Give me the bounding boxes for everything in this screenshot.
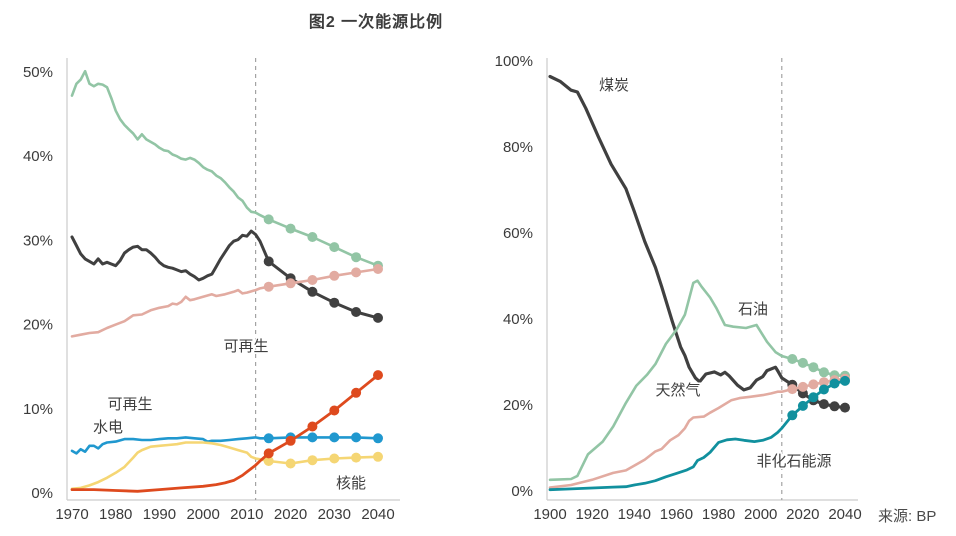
x-tick-label: 1900 <box>533 506 566 523</box>
projection-marker-gas <box>285 278 296 289</box>
series-line-renewables <box>70 373 380 493</box>
y-tick-label: 50% <box>23 64 53 81</box>
y-tick-label: 0% <box>511 483 533 500</box>
projection-marker-oil <box>263 214 274 225</box>
projection-marker-hydro <box>351 432 362 443</box>
projection-marker-renewables <box>373 370 383 381</box>
projection-marker-renewables <box>351 387 362 398</box>
series-label: 天然气 <box>655 382 700 399</box>
projection-marker-non-fossil <box>840 375 850 386</box>
projection-marker-oil <box>808 362 819 373</box>
projection-marker-renewables <box>285 435 296 446</box>
projection-marker-coal <box>329 297 340 308</box>
projection-marker-non-fossil <box>808 392 819 403</box>
series-label: 可再生 <box>223 338 268 355</box>
projection-marker-gas <box>797 381 808 392</box>
projection-marker-coal <box>373 312 383 323</box>
y-tick-label: 100% <box>495 53 533 70</box>
y-tick-label: 30% <box>23 232 53 249</box>
projection-marker-gas <box>307 275 318 285</box>
series-label: 水电 <box>93 419 123 436</box>
projection-marker-renewables <box>263 448 274 459</box>
projection-marker-oil <box>329 242 340 253</box>
x-tick-label: 2020 <box>786 506 819 523</box>
y-tick-label: 40% <box>23 148 53 165</box>
projection-marker-coal <box>351 307 362 317</box>
y-tick-label: 80% <box>503 139 533 156</box>
x-tick-label: 1940 <box>618 506 651 523</box>
series-line-coal <box>70 229 380 320</box>
y-tick-label: 20% <box>23 317 53 334</box>
projection-marker-hydro <box>329 432 340 443</box>
series-label: 核能 <box>336 475 366 492</box>
projection-marker-coal <box>818 399 829 410</box>
left-chart-energy-share-1970-2040: 0% 10% 20% 30% 40% 50% 1970 1980 1990 2000 2010 202… <box>23 58 400 523</box>
x-tick-label: 2000 <box>744 506 777 523</box>
projection-marker-hydro <box>307 432 318 443</box>
projection-marker-gas <box>329 270 340 281</box>
series-line-coal <box>548 74 847 410</box>
projection-marker-oil <box>285 223 296 234</box>
projection-marker-non-fossil <box>797 400 808 411</box>
projection-marker-oil <box>797 357 808 368</box>
right-chart-energy-share-1900-2040: 0% 20% 40% 60% 80% 100% 1900 1920 1940 1960 1980 20… <box>495 53 862 523</box>
projection-marker-coal <box>307 286 318 297</box>
projection-marker-nuclear <box>351 452 362 463</box>
y-tick-label: 0% <box>31 485 53 502</box>
projection-marker-oil <box>818 367 829 378</box>
projection-marker-non-fossil <box>787 410 798 421</box>
x-tick-label: 1920 <box>575 506 608 523</box>
y-tick-label: 60% <box>503 225 533 242</box>
projection-marker-gas <box>787 384 798 395</box>
projection-marker-gas <box>373 264 383 274</box>
projection-marker-gas <box>351 267 362 278</box>
projection-marker-gas <box>818 377 829 388</box>
y-tick-label: 20% <box>503 397 533 414</box>
x-tick-label: 2040 <box>361 506 394 523</box>
projection-marker-gas <box>263 281 274 292</box>
projection-marker-nuclear <box>307 455 318 466</box>
source-note: 来源: BP <box>878 508 937 525</box>
series-label: 非化石能源 <box>756 453 831 470</box>
projection-marker-gas <box>808 379 819 390</box>
x-tick-label: 2030 <box>318 506 351 523</box>
x-tick-label: 1990 <box>143 506 176 523</box>
figure-title: 图2 一次能源比例 <box>308 14 444 31</box>
projection-marker-renewables <box>329 405 340 416</box>
x-tick-label: 2020 <box>274 506 307 523</box>
projection-marker-hydro <box>373 433 383 444</box>
projection-marker-hydro <box>263 433 274 444</box>
series-label: 石油 <box>738 301 768 318</box>
series-label: 煤炭 <box>599 77 629 94</box>
projection-marker-oil <box>787 354 798 364</box>
series-line-oil <box>70 69 380 267</box>
projection-marker-nuclear <box>285 458 296 469</box>
projection-marker-coal <box>840 402 850 413</box>
projection-marker-oil <box>351 252 362 263</box>
x-tick-label: 1980 <box>99 506 132 523</box>
x-tick-label: 1960 <box>660 506 693 523</box>
x-tick-label: 2010 <box>230 506 263 523</box>
series-label: 可再生 <box>107 396 152 413</box>
projection-marker-nuclear <box>329 453 340 464</box>
x-tick-label: 1980 <box>702 506 735 523</box>
y-tick-label: 40% <box>503 311 533 328</box>
projection-marker-non-fossil <box>829 378 840 389</box>
x-tick-label: 2000 <box>186 506 219 523</box>
y-tick-label: 10% <box>23 401 53 418</box>
projection-marker-coal <box>829 401 840 412</box>
projection-marker-non-fossil <box>818 384 829 395</box>
projection-marker-oil <box>307 232 318 242</box>
projection-marker-coal <box>263 256 274 267</box>
projection-marker-nuclear <box>373 451 383 462</box>
x-tick-label: 1970 <box>55 506 88 523</box>
x-tick-label: 2040 <box>828 506 861 523</box>
projection-marker-nuclear <box>263 456 274 466</box>
projection-marker-renewables <box>307 421 318 432</box>
